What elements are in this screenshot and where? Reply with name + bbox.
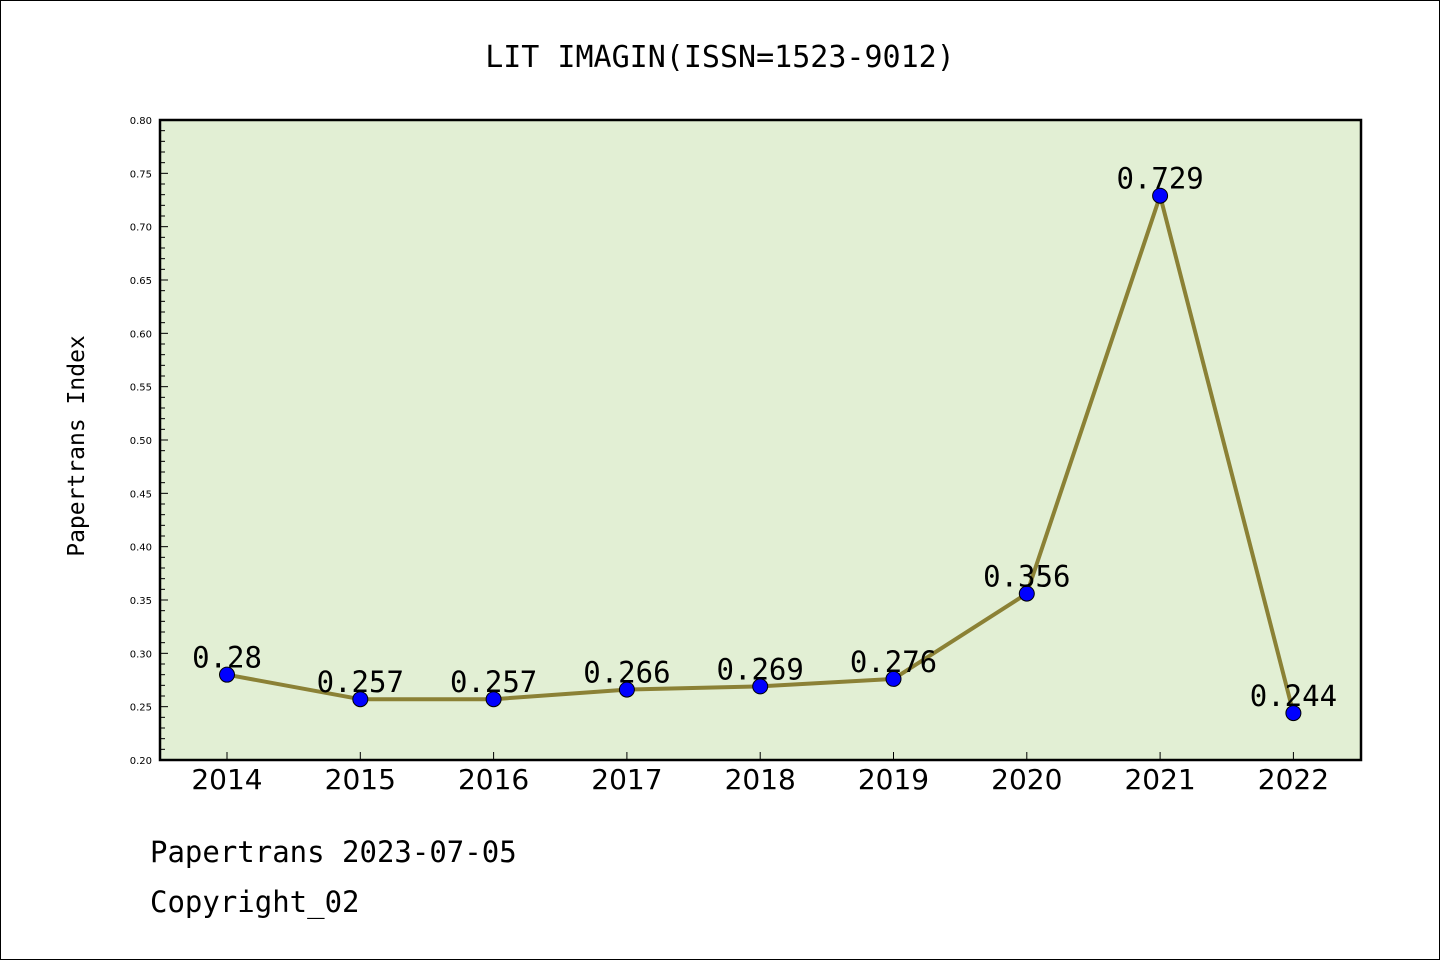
- chart-title: LIT IMAGIN(ISSN=1523-9012): [485, 40, 955, 75]
- data-point: [352, 691, 369, 708]
- x-tick-label: 2021: [1124, 763, 1195, 796]
- y-tick-label: 0.75: [130, 169, 152, 180]
- y-tick-label: 0.40: [130, 543, 152, 554]
- data-label: 0.276: [850, 645, 937, 679]
- x-tick-label: 2015: [325, 763, 396, 796]
- y-tick-label: 0.65: [130, 276, 152, 287]
- data-label: 0.28: [192, 641, 262, 675]
- data-point: [1285, 705, 1302, 722]
- y-tick-label: 0.80: [130, 116, 152, 127]
- data-point: [885, 670, 902, 687]
- footer-date: Papertrans 2023-07-05: [150, 835, 517, 869]
- data-point: [1152, 187, 1169, 204]
- x-tick-label: 2014: [191, 763, 262, 796]
- y-axis-minor-ticks: [160, 119, 168, 761]
- y-tick-label: 0.35: [130, 596, 152, 607]
- y-tick-label: 0.60: [130, 329, 152, 340]
- data-point: [752, 678, 769, 695]
- x-tick-label: 2016: [458, 763, 529, 796]
- y-tick-label: 0.45: [130, 489, 152, 500]
- data-label: 0.729: [1116, 162, 1203, 196]
- data-points: [219, 187, 1302, 722]
- y-tick-label: 0.50: [130, 436, 152, 447]
- data-label: 0.257: [450, 665, 537, 699]
- data-label: 0.266: [583, 656, 670, 690]
- data-point: [1018, 585, 1035, 602]
- y-tick-label: 0.30: [130, 649, 152, 660]
- plot-area: [158, 118, 1363, 762]
- y-tick-label: 0.70: [130, 223, 152, 234]
- data-point: [485, 691, 502, 708]
- y-axis-label: Papertrans Index: [64, 335, 90, 557]
- data-label: 0.356: [983, 560, 1070, 594]
- x-axis-ticks: 2014 2015 2016 2017 2018 2019 2020 2021 2022: [191, 752, 1329, 796]
- x-tick-label: 2019: [858, 763, 929, 796]
- footer-copyright: Copyright_02: [150, 885, 360, 919]
- data-label: 0.244: [1250, 679, 1337, 713]
- x-tick-label: 2022: [1258, 763, 1329, 796]
- data-point: [618, 681, 635, 698]
- x-tick-label: 2018: [725, 763, 796, 796]
- y-tick-label: 0.25: [130, 703, 152, 714]
- data-labels: 0.28 0.257 0.257 0.266 0.269 0.276 0.356 0.729 0…: [192, 162, 1337, 713]
- x-tick-label: 2020: [991, 763, 1062, 796]
- data-point: [219, 666, 235, 683]
- x-tick-label: 2017: [591, 763, 662, 796]
- data-label: 0.257: [317, 665, 404, 699]
- y-tick-label: 0.55: [130, 383, 152, 394]
- y-tick-label: 0.20: [130, 756, 152, 767]
- y-axis-ticks: 0.20 0.25 0.30 0.35 0.40 0.45 0.50 0.55 0.60 0.65…: [130, 116, 152, 767]
- data-label: 0.269: [717, 652, 804, 686]
